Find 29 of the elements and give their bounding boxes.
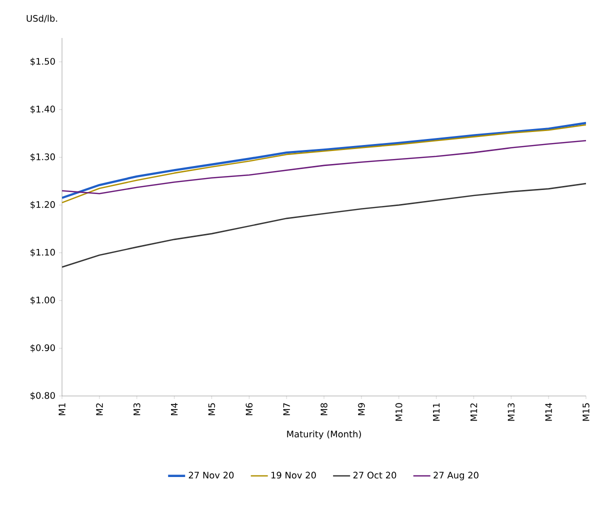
legend-label: 27 Oct 20 [353,472,396,479]
y-tick-label: $1.00 [30,296,55,305]
x-tick-label: M9 [358,403,365,416]
x-tick-label: M14 [545,403,552,421]
y-tick-label: $0.90 [30,344,55,352]
x-tick-label: M11 [433,403,440,421]
x-tick-label: M8 [320,403,328,416]
legend-label: 27 Aug 20 [434,472,478,480]
legend-label: 19 Nov 20 [271,472,316,479]
x-tick-label: M10 [395,403,402,421]
x-tick-label: M1 [58,403,66,416]
x-tick-label: M5 [208,403,216,416]
x-tick-label: M15 [582,403,590,421]
x-tick-label: M3 [133,403,140,416]
y-tick-label: $1.40 [30,106,55,114]
x-tick-label: M13 [508,403,515,421]
x-tick-label: M7 [283,403,290,416]
legend-label: 27 Nov 20 [188,472,234,479]
x-tick-label: M12 [470,403,478,421]
x-tick-label: M2 [96,403,103,416]
x-tick-label: M4 [171,403,178,416]
y-tick-label: $1.30 [30,153,55,162]
y-axis-title: USd/lb. [26,14,58,22]
x-tick-label: M6 [246,403,253,416]
y-tick-label: $1.10 [30,248,55,257]
y-tick-label: $0.80 [30,392,55,400]
x-axis-title: Maturity (Month) [287,430,361,440]
y-tick-label: $1.50 [30,58,55,66]
y-tick-label: $1.20 [30,200,55,210]
